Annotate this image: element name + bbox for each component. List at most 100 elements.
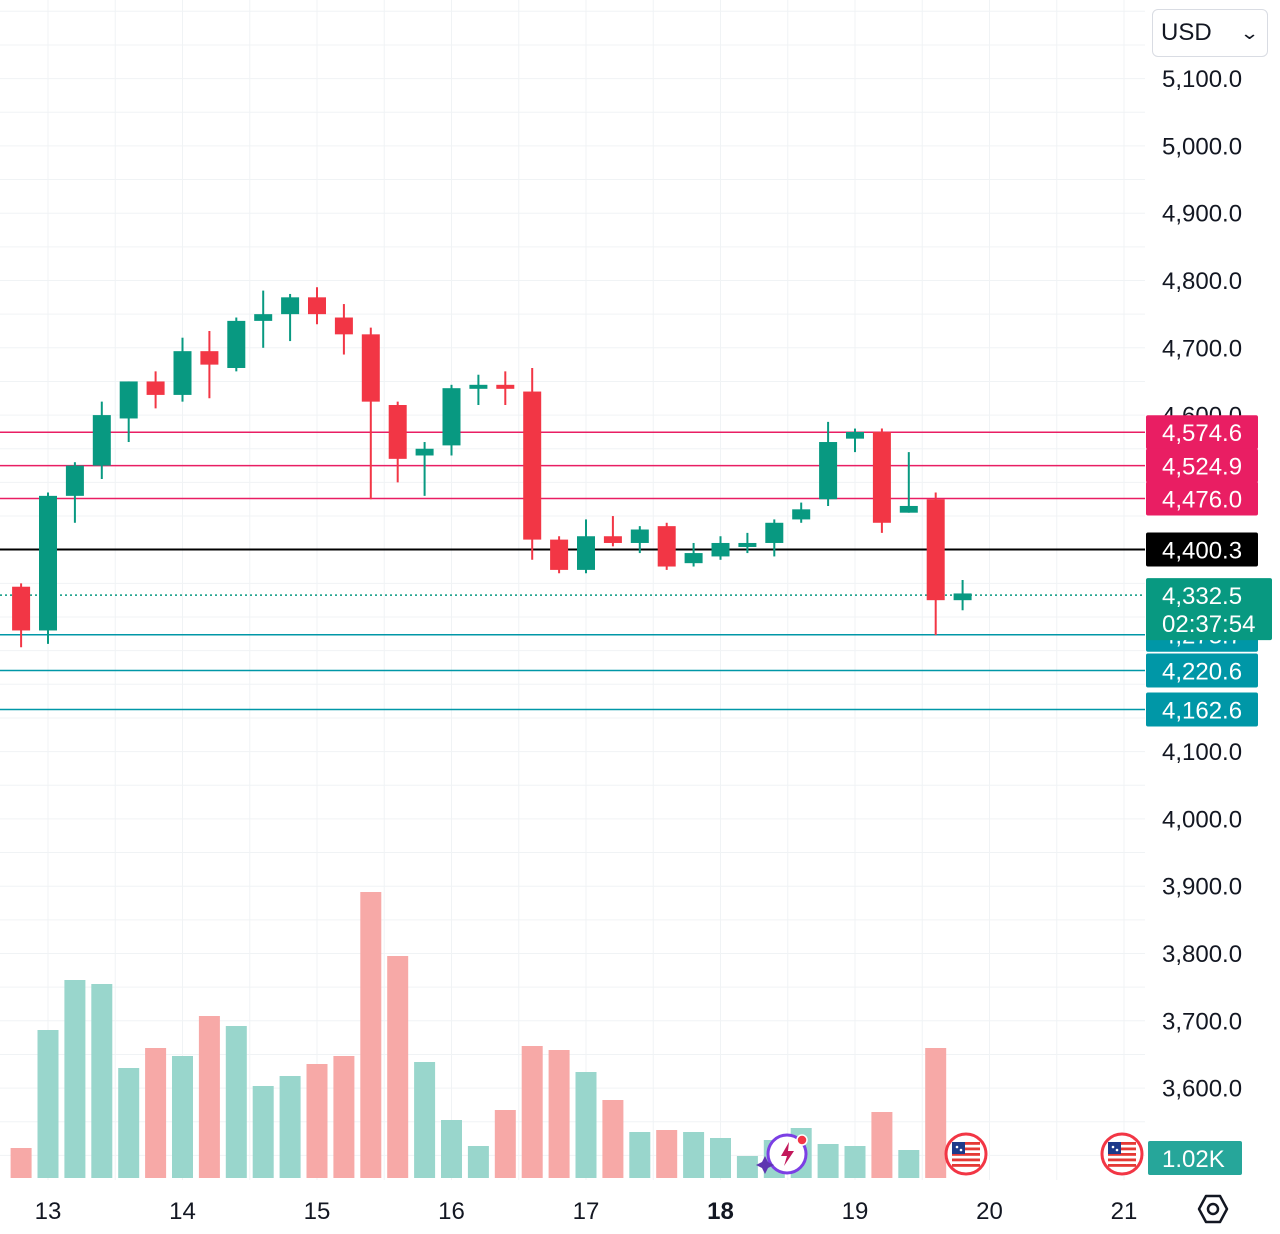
plot-area — [0, 287, 1145, 1178]
candle[interactable] — [469, 374, 488, 406]
gear-icon — [1197, 1194, 1229, 1224]
candle[interactable] — [738, 532, 757, 554]
y-tick-label: 4,700.0 — [1162, 335, 1242, 362]
candle[interactable] — [200, 330, 219, 399]
y-tick-label: 5,100.0 — [1162, 66, 1242, 93]
candle-body — [334, 317, 353, 335]
candle[interactable] — [92, 401, 111, 480]
candle[interactable] — [39, 492, 57, 644]
candle-body — [496, 384, 515, 389]
candle-body — [146, 381, 165, 395]
candle[interactable] — [603, 516, 622, 547]
candle[interactable] — [819, 421, 838, 506]
volume-bar — [198, 1016, 220, 1178]
volume-bar — [683, 1132, 705, 1178]
price-level-label-bg — [1146, 653, 1258, 688]
candle[interactable] — [550, 536, 569, 574]
volume-bar — [898, 1150, 920, 1178]
candle-body — [711, 542, 730, 557]
current-price-badge-bg — [1146, 578, 1272, 641]
candle[interactable] — [227, 317, 246, 372]
candle[interactable] — [523, 367, 542, 560]
settings-button[interactable] — [1196, 1192, 1230, 1226]
volume-bar — [629, 1132, 651, 1178]
candle-body — [308, 297, 326, 315]
candle-body — [12, 586, 31, 631]
candle[interactable] — [496, 371, 515, 406]
price-level-label-bg — [1146, 481, 1258, 516]
candle-body — [200, 351, 219, 365]
candle[interactable] — [577, 519, 595, 574]
candle[interactable] — [899, 452, 918, 513]
y-tick-label: 3,800.0 — [1162, 941, 1242, 968]
price-level-label: 4,574.6 — [1162, 420, 1242, 447]
candle[interactable] — [684, 542, 703, 567]
y-tick-label: 5,000.0 — [1162, 133, 1242, 160]
x-tick-label: 14 — [169, 1198, 196, 1225]
candle-body — [523, 391, 542, 540]
candle[interactable] — [146, 371, 165, 409]
price-level-label: 4,400.3 — [1162, 538, 1242, 565]
currency-value: USD — [1161, 19, 1212, 46]
candle-body — [926, 499, 945, 601]
volume-bar — [225, 1026, 247, 1178]
candle-body — [792, 509, 811, 520]
candle[interactable] — [657, 522, 676, 570]
candle[interactable] — [792, 502, 811, 523]
volume-bar — [252, 1086, 274, 1178]
candle-body — [173, 351, 192, 395]
grid — [0, 0, 1145, 1180]
currency-selector[interactable]: USD ⌄ — [1152, 9, 1268, 57]
candle[interactable] — [630, 526, 649, 554]
candle[interactable] — [442, 384, 461, 456]
candle[interactable] — [308, 287, 326, 325]
candle[interactable] — [334, 304, 353, 355]
candle[interactable] — [846, 428, 864, 453]
candle[interactable] — [872, 428, 891, 533]
y-tick-label: 3,700.0 — [1162, 1008, 1242, 1035]
volume-series — [10, 892, 947, 1178]
candle-body — [65, 465, 84, 496]
candle[interactable] — [415, 442, 434, 496]
candle[interactable] — [953, 579, 972, 611]
candle-body — [603, 536, 622, 543]
chevron-down-icon: ⌄ — [1239, 22, 1260, 43]
candle[interactable] — [388, 401, 407, 483]
candle-body — [281, 297, 300, 315]
price-level-label: 4,524.9 — [1162, 454, 1242, 481]
candle-body — [388, 405, 407, 459]
x-tick-label: 17 — [573, 1198, 600, 1225]
volume-bar — [871, 1112, 893, 1178]
us-flag-icon[interactable] — [944, 1132, 988, 1176]
price-level-label-bg — [1146, 448, 1258, 483]
volume-bar — [494, 1110, 516, 1178]
volume-value-label: 1.02K — [1162, 1146, 1225, 1173]
candle[interactable] — [765, 519, 784, 557]
volume-bar — [118, 1068, 140, 1178]
price-level-label: 4,162.6 — [1162, 697, 1242, 724]
candle-body — [227, 320, 246, 368]
candle[interactable] — [281, 293, 300, 342]
candle[interactable] — [173, 337, 192, 402]
candle[interactable] — [254, 290, 273, 348]
ai-sparkle-icon[interactable] — [756, 1133, 808, 1175]
candle[interactable] — [119, 381, 138, 443]
candle[interactable] — [361, 327, 380, 500]
x-axis[interactable]: 13 14 15 16 17 18 19 20 21 — [35, 1198, 1138, 1225]
volume-bar — [736, 1156, 758, 1178]
candle-body — [119, 381, 138, 419]
candle[interactable] — [711, 536, 730, 560]
volume-bar — [91, 984, 113, 1178]
candle-body — [846, 431, 864, 439]
us-flag-icon[interactable] — [1100, 1132, 1144, 1176]
candle[interactable] — [926, 492, 945, 636]
price-level-label-bg — [1146, 692, 1258, 727]
price-level-label-bg — [1146, 532, 1258, 567]
candle[interactable] — [65, 462, 84, 523]
volume-bar — [37, 1030, 59, 1178]
candle[interactable] — [12, 583, 31, 648]
candle-body — [550, 539, 569, 570]
candle-body — [469, 384, 488, 389]
x-tick-label: 21 — [1111, 1198, 1138, 1225]
